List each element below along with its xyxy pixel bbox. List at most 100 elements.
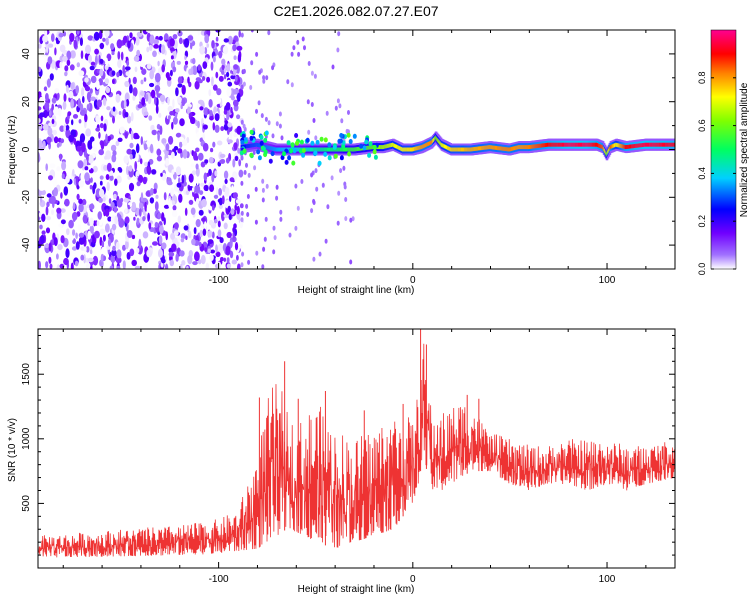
noise-blob <box>199 106 204 111</box>
noise-blob <box>146 165 150 172</box>
noise-blob <box>215 71 219 79</box>
noise-blob <box>87 257 94 263</box>
noise-blob <box>204 247 208 252</box>
noise-blob <box>54 88 60 94</box>
noise-blob <box>76 193 80 200</box>
noise-blob <box>95 127 101 132</box>
noise-blob <box>219 237 224 244</box>
noise-blob <box>211 76 214 87</box>
noise-blob <box>108 198 112 204</box>
noise-blob <box>77 98 81 108</box>
noise-blob <box>125 99 130 107</box>
noise-blob <box>196 177 199 186</box>
noise-blob <box>343 184 347 190</box>
noise-blob <box>181 98 186 107</box>
y-tick-label: 1000 <box>21 427 32 450</box>
noise-blob <box>207 108 210 115</box>
noise-blob <box>90 75 97 84</box>
noise-blob <box>149 143 154 154</box>
noise-blob <box>115 93 121 103</box>
noise-blob <box>64 198 70 207</box>
noise-blob <box>71 119 74 126</box>
noise-blob <box>340 118 344 124</box>
ridge-spot <box>339 133 344 138</box>
ridge-spot <box>368 141 373 147</box>
noise-blob <box>158 248 163 258</box>
noise-blob <box>97 211 103 220</box>
noise-blob <box>123 155 129 164</box>
noise-blob <box>38 185 45 191</box>
noise-blob <box>100 246 107 255</box>
snr-series-line <box>38 343 675 558</box>
noise-blob <box>88 54 92 64</box>
noise-blob <box>246 194 250 199</box>
noise-blob <box>79 133 86 143</box>
ridge-spot <box>310 140 315 146</box>
colorbar-frame <box>710 29 737 270</box>
noise-blob <box>272 225 276 231</box>
noise-blob <box>53 136 59 144</box>
noise-blob <box>93 182 97 190</box>
noise-blob <box>223 38 229 43</box>
noise-blob <box>220 126 225 132</box>
ridge-spot <box>289 148 294 154</box>
noise-blob <box>192 57 196 65</box>
noise-blob <box>176 60 181 65</box>
noise-blob <box>202 124 208 130</box>
ridge-spot <box>327 142 332 148</box>
noise-blob <box>111 154 117 163</box>
noise-blob <box>43 57 49 64</box>
noise-blob <box>47 56 53 65</box>
noise-blob <box>236 114 241 120</box>
spectrogram-noise-layer <box>38 30 355 269</box>
noise-blob <box>204 159 209 164</box>
noise-blob <box>310 172 314 178</box>
noise-blob <box>223 222 228 230</box>
noise-blob <box>221 58 226 66</box>
noise-blob <box>126 230 133 238</box>
noise-blob <box>52 177 58 187</box>
noise-blob <box>165 263 169 269</box>
noise-blob <box>112 106 116 112</box>
noise-blob <box>188 173 194 183</box>
noise-blob <box>318 251 322 257</box>
snr-y-ticks: 500 1000 1500 <box>21 334 675 556</box>
noise-blob <box>218 50 223 59</box>
noise-blob <box>49 163 56 169</box>
noise-blob <box>59 61 63 69</box>
noise-blob <box>151 124 155 130</box>
noise-blob <box>208 219 214 226</box>
noise-blob <box>294 183 298 189</box>
noise-blob <box>78 198 83 204</box>
noise-blob <box>149 197 155 204</box>
noise-blob <box>257 100 261 106</box>
x-tick-label: 0 <box>410 275 416 286</box>
noise-blob <box>80 50 84 60</box>
noise-blob <box>92 255 99 266</box>
noise-blob <box>181 139 188 146</box>
noise-blob <box>127 40 131 49</box>
noise-blob <box>238 169 244 178</box>
noise-blob <box>211 231 215 239</box>
noise-blob <box>78 203 84 213</box>
noise-blob <box>307 129 311 135</box>
noise-blob <box>96 99 103 108</box>
ridge-spot <box>373 154 378 160</box>
noise-blob <box>72 114 79 119</box>
ridge-spot <box>243 137 248 143</box>
noise-blob <box>154 201 159 211</box>
noise-blob <box>118 167 123 173</box>
noise-blob <box>229 177 235 183</box>
noise-blob <box>223 109 228 115</box>
noise-blob <box>132 76 137 85</box>
noise-blob <box>296 39 300 45</box>
noise-blob <box>177 76 183 84</box>
noise-blob <box>313 73 317 79</box>
noise-blob <box>77 160 84 169</box>
noise-blob <box>95 115 100 123</box>
noise-blob <box>290 51 294 57</box>
noise-blob <box>195 147 200 153</box>
noise-blob <box>212 84 218 91</box>
noise-blob <box>123 197 130 203</box>
noise-blob <box>129 32 133 39</box>
